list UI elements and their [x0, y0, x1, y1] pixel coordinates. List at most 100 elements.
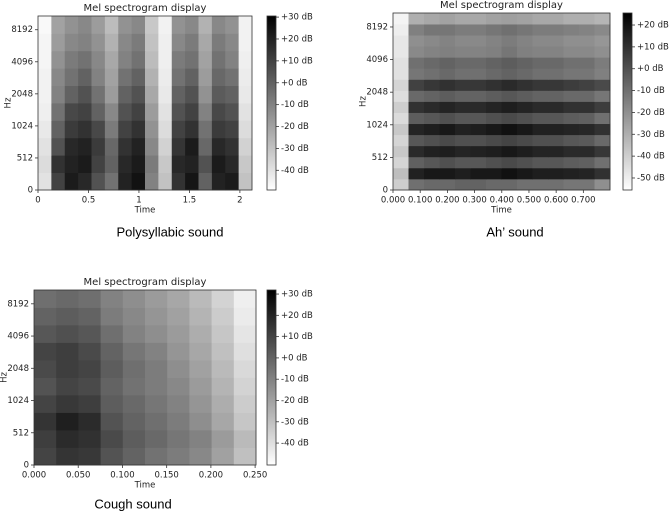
spectrogram-cell: [393, 46, 409, 58]
spectrogram-cell: [455, 167, 471, 180]
spectrogram-cell: [517, 167, 533, 180]
spectrogram-cell: [548, 134, 564, 147]
spectrogram-cell: [211, 377, 235, 396]
colorbar-tick-label: +0 dB: [281, 353, 308, 363]
spectrogram-cell: [233, 395, 257, 413]
spectrogram-cell: [439, 134, 456, 147]
spectrogram-cell: [486, 46, 502, 58]
spectrogram-cell: [424, 134, 440, 147]
spectrogram-cell: [171, 172, 186, 191]
spectrogram-cell: [470, 178, 487, 191]
spectrogram-cell: [439, 101, 456, 113]
spectrogram-cell: [548, 90, 564, 102]
spectrogram-cell: [517, 101, 533, 113]
spectrogram-cell: [532, 156, 549, 169]
colorbar-tick-label: -20 dB: [281, 396, 309, 406]
colorbar-tick-label: +30 dB: [281, 13, 313, 23]
spectrogram-cell: [470, 112, 487, 125]
spectrogram-cell: [517, 68, 533, 80]
spectrogram-cell: [486, 35, 502, 47]
y-tick-label: 1024: [7, 396, 29, 406]
spectrogram-cell: [439, 79, 456, 91]
spectrogram-cell: [185, 120, 199, 139]
spectrogram-cell: [56, 395, 79, 413]
spectrogram-cell: [594, 90, 611, 102]
spectrogram-cell: [225, 50, 240, 69]
spectrogram-cell: [185, 155, 199, 173]
x-tick-label: 0.100: [408, 196, 432, 206]
spectrogram-cell: [167, 325, 190, 343]
spectrogram-cell: [104, 33, 119, 52]
spectrogram-cell: [167, 447, 190, 466]
spectrogram-cell: [158, 155, 173, 173]
spectrogram-cell: [185, 33, 199, 52]
spectrogram-cell: [233, 377, 257, 396]
y-tick-label: 0: [383, 186, 388, 196]
spectrogram-cell: [51, 85, 66, 104]
spectrogram-cell: [579, 57, 595, 69]
colorbar-tick-label: -10 dB: [281, 100, 309, 110]
spectrogram-cell: [189, 430, 212, 448]
spectrogram-cell: [189, 412, 212, 431]
spectrogram-cell: [563, 123, 580, 136]
spectrogram-cell: [501, 156, 518, 169]
x-tick-label: 0.700: [571, 196, 595, 206]
spectrogram-cell: [38, 172, 52, 191]
spectrogram-cell: [408, 57, 425, 69]
spectrogram-cell: [594, 145, 611, 158]
spectrogram-cell: [225, 33, 240, 52]
spectrogram-cell: [233, 430, 257, 448]
spectrogram-cell: [158, 120, 173, 139]
caption: Polysyllabic sound: [117, 224, 224, 239]
x-tick-label: 1: [136, 196, 141, 206]
spectrogram-cell: [185, 172, 199, 191]
chart-title: Mel spectrogram display: [84, 277, 207, 288]
spectrogram-cell: [225, 85, 240, 104]
spectrogram-cell: [198, 172, 213, 191]
spectrogram-cell: [579, 123, 595, 136]
spectrogram-cell: [211, 120, 226, 139]
spectrogram-cell: [64, 50, 79, 69]
spectrogram-cell: [171, 68, 186, 86]
spectrogram-cell: [563, 68, 580, 80]
colorbar-tick-label: -10 dB: [637, 86, 665, 96]
colorbar: [622, 12, 633, 191]
spectrogram-cell: [579, 101, 595, 113]
spectrogram-cell: [579, 145, 595, 158]
spectrogram-cell: [51, 33, 66, 52]
spectrogram-cell: [211, 103, 226, 121]
spectrogram-cell: [56, 377, 79, 396]
spectrogram-cell: [167, 395, 190, 413]
spectrogram-cell: [78, 307, 101, 326]
spectrogram-cell: [189, 290, 212, 308]
spectrogram-cell: [145, 290, 168, 308]
y-tick-label: 4096: [366, 55, 388, 65]
spectrogram-cell: [198, 120, 213, 139]
spectrogram-cell: [225, 137, 240, 156]
spectrogram-cell: [501, 13, 518, 25]
x-tick-label: 0.150: [154, 471, 178, 481]
spectrogram-cell: [501, 134, 518, 147]
spectrogram-cell: [548, 167, 564, 180]
spectrogram-cell: [579, 46, 595, 58]
spectrogram-cell: [501, 145, 518, 158]
spectrogram-cell: [145, 360, 168, 378]
spectrogram-cell: [211, 360, 235, 378]
spectrogram-cell: [532, 24, 549, 36]
spectrogram-cell: [64, 137, 79, 156]
spectrogram-cell: [189, 307, 212, 326]
spectrogram-cell: [131, 137, 146, 156]
spectrogram-cell: [532, 112, 549, 125]
spectrogram-cell: [38, 33, 52, 52]
spectrogram-cell: [51, 137, 66, 156]
spectrogram-cell: [51, 103, 66, 121]
spectrogram-cell: [211, 33, 226, 52]
spectrogram-cell: [145, 50, 159, 69]
x-tick-label: 0: [35, 196, 40, 206]
spectrogram-cell: [56, 342, 79, 361]
spectrogram-cell: [78, 120, 92, 139]
spectrogram-cell: [532, 123, 549, 136]
spectrogram-cell: [211, 290, 235, 308]
plot-frame: [33, 289, 257, 466]
spectrogram-cell: [393, 134, 409, 147]
